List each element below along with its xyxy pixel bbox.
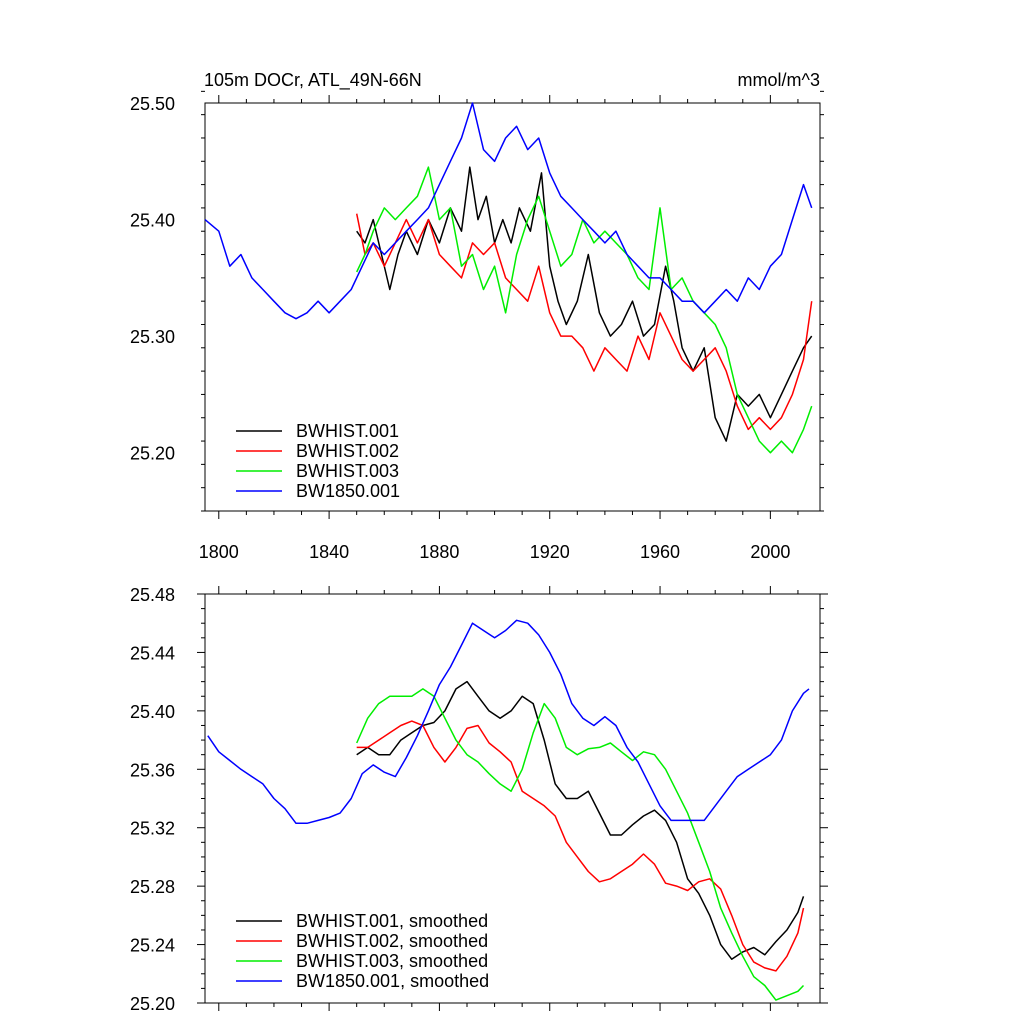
series-line <box>356 688 805 1001</box>
y-tick-label: 25.20 <box>130 444 175 464</box>
x-tick-label: 1960 <box>640 542 680 562</box>
series-line <box>207 619 810 825</box>
y-tick-label: 25.32 <box>130 819 175 839</box>
legend-label: BWHIST.003 <box>296 461 399 481</box>
chart-title: 105m DOCr, ATL_49N-66N <box>204 70 422 91</box>
legend-label: BWHIST.001 <box>296 421 399 441</box>
series-line <box>204 102 813 320</box>
legend-label: BWHIST.002 <box>296 441 399 461</box>
y-tick-label: 25.48 <box>130 585 175 605</box>
y-tick-label: 25.36 <box>130 760 175 780</box>
x-tick-label: 1800 <box>199 542 239 562</box>
y-tick-label: 25.44 <box>130 643 175 663</box>
legend-label: BW1850.001, smoothed <box>296 971 489 991</box>
y-tick-label: 25.20 <box>130 994 175 1014</box>
legend-label: BW1850.001 <box>296 481 400 501</box>
legend-label: BWHIST.002, smoothed <box>296 931 488 951</box>
legend-label: BWHIST.001, smoothed <box>296 911 488 931</box>
plot-frame <box>204 102 821 512</box>
series-line <box>356 166 813 454</box>
series-line <box>356 680 805 960</box>
series-line <box>356 166 813 442</box>
chart-units: mmol/m^3 <box>738 70 820 90</box>
series-line <box>355 213 813 431</box>
x-tick-label: 1920 <box>530 542 570 562</box>
x-tick-label: 2000 <box>750 542 790 562</box>
y-tick-label: 25.28 <box>130 877 175 897</box>
legend-label: BWHIST.003, smoothed <box>296 951 488 971</box>
y-tick-label: 25.30 <box>130 327 175 347</box>
x-tick-label: 1840 <box>309 542 349 562</box>
y-tick-label: 25.40 <box>130 702 175 722</box>
y-tick-label: 25.24 <box>130 936 175 956</box>
chart-top: 105m DOCr, ATL_49N-66N mmol/m^3 1800 1840… <box>130 70 824 562</box>
y-tick-label: 25.40 <box>130 211 175 231</box>
x-tick-label: 1880 <box>419 542 459 562</box>
chart-bottom: 25.20 25.24 25.28 25.32 25.36 25.40 25.44 25.48… <box>130 585 828 1014</box>
series-line <box>356 720 805 972</box>
y-tick-label: 25.50 <box>130 94 175 114</box>
